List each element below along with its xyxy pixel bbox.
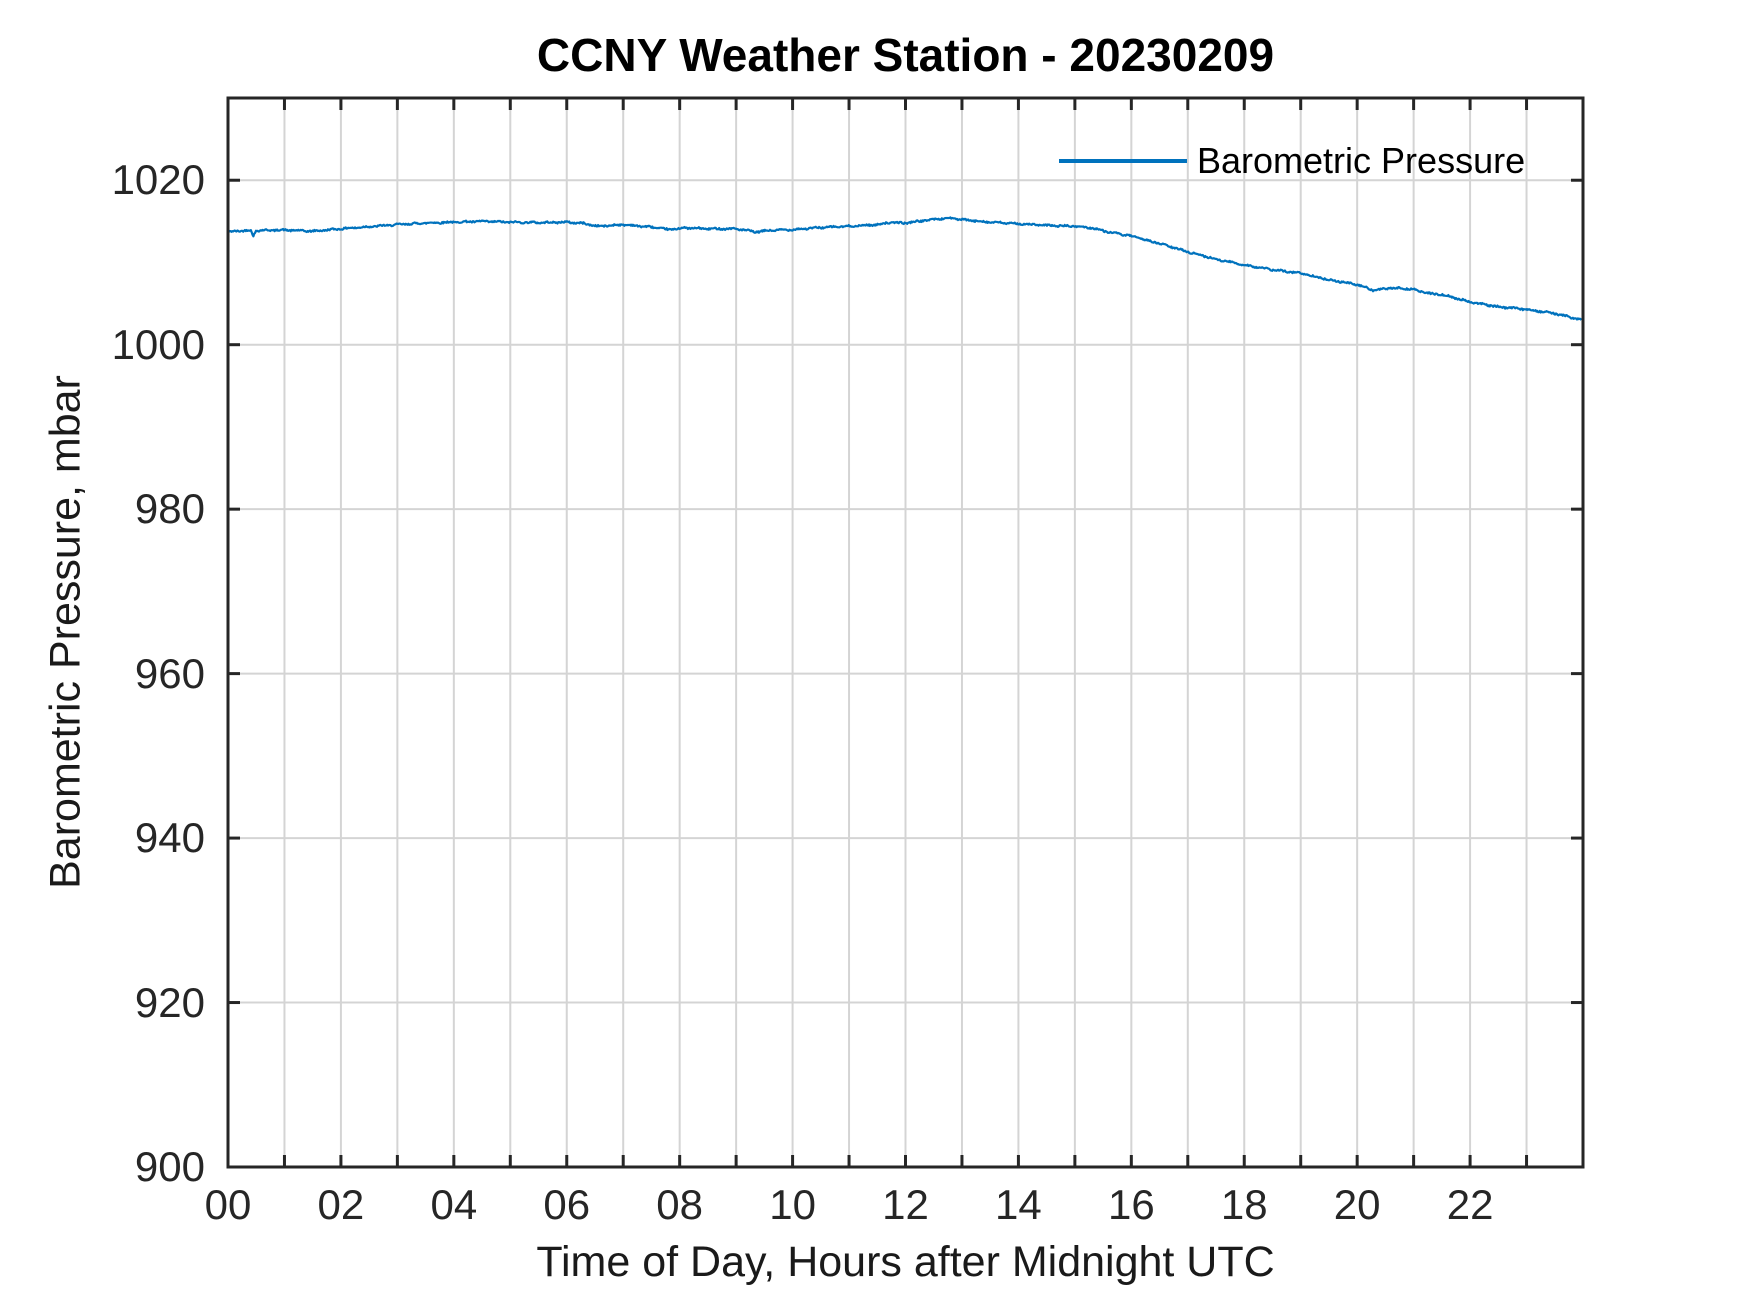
y-tick-label: 1020 [111, 156, 205, 204]
x-tick-label: 04 [430, 1181, 478, 1228]
x-tick-label: 12 [882, 1181, 929, 1228]
x-tick-label: 18 [1220, 1181, 1268, 1228]
pressure-line [227, 216, 1583, 321]
x-axis-label: Time of Day, Hours after Midnight UTC [536, 1238, 1275, 1286]
x-tick-label: 08 [656, 1181, 704, 1228]
legend-line-swatch [1059, 159, 1187, 163]
y-tick-label: 920 [134, 978, 205, 1026]
x-tick-label: 14 [995, 1181, 1042, 1228]
x-tick-label: 10 [769, 1181, 816, 1228]
y-tick-label: 940 [134, 814, 205, 862]
y-tick-label: 960 [134, 649, 205, 697]
y-tick-label: 900 [134, 1143, 205, 1190]
chart-title: CCNY Weather Station - 20230209 [536, 29, 1275, 81]
x-tick-label: 06 [543, 1181, 591, 1228]
legend-label: Barometric Pressure [1197, 140, 1526, 181]
x-tick-label: 20 [1333, 1181, 1381, 1228]
x-tick-label: 16 [1107, 1181, 1155, 1228]
x-tick-label: 22 [1446, 1181, 1494, 1228]
y-tick-label: 980 [134, 485, 205, 533]
x-tick-label: 02 [317, 1181, 365, 1228]
x-tick-label: 00 [204, 1181, 252, 1228]
y-tick-label: 1000 [111, 320, 205, 368]
